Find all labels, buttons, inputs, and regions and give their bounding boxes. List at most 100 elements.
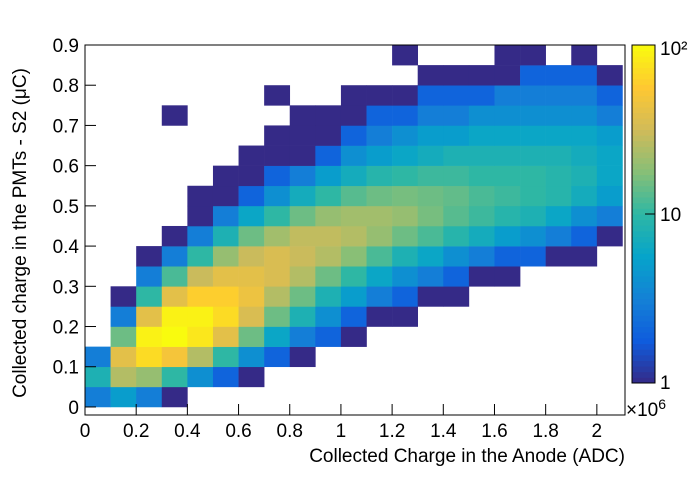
y-tick-label: 0.7 xyxy=(53,116,79,137)
heatmap-cell xyxy=(187,366,214,388)
colorbar-segment xyxy=(632,129,655,136)
heatmap-cell xyxy=(494,205,521,227)
heatmap-cell xyxy=(340,105,367,126)
heatmap-cell xyxy=(366,85,393,106)
heatmap-cell xyxy=(289,306,316,327)
heatmap-cell xyxy=(110,366,137,388)
heatmap-cell xyxy=(520,85,546,106)
x-tick-label: 1.4 xyxy=(430,421,457,442)
heatmap-cell xyxy=(340,225,367,247)
heatmap-cell xyxy=(443,286,470,307)
heatmap-cell xyxy=(366,105,393,126)
heatmap-cell xyxy=(238,165,265,187)
heatmap-cell xyxy=(392,246,419,267)
heatmap-cell xyxy=(520,65,546,86)
colorbar-segment xyxy=(632,360,655,367)
heatmap-cell xyxy=(238,366,265,388)
heatmap-cell xyxy=(417,105,444,126)
heatmap-cell xyxy=(238,286,265,307)
heatmap-cell xyxy=(187,306,214,327)
heatmap-cell xyxy=(212,266,239,287)
heatmap-cell xyxy=(136,246,163,267)
heatmap-cell xyxy=(468,225,495,247)
heatmap-cell xyxy=(289,286,316,307)
heatmap-cell xyxy=(392,286,419,307)
heatmap-cell xyxy=(468,205,495,227)
heatmap-cell xyxy=(366,306,393,327)
colorbar-segment xyxy=(632,225,655,232)
heatmap-cell xyxy=(468,266,495,287)
heatmap-cell xyxy=(315,286,342,307)
heatmap-cell xyxy=(392,105,419,126)
heatmap-cell xyxy=(161,346,188,368)
heatmap-cell xyxy=(596,165,623,187)
y-tick-label: 0.4 xyxy=(53,237,80,258)
colorbar-segment xyxy=(632,354,655,361)
heatmap-cell xyxy=(443,205,470,227)
heatmap-cell xyxy=(494,145,521,166)
colorbar-segment xyxy=(632,56,655,63)
heatmap-cell xyxy=(443,65,470,86)
heatmap-cell xyxy=(366,266,393,287)
x-multiplier-exponent: 6 xyxy=(658,396,666,412)
heatmap-cell xyxy=(136,366,163,388)
colorbar-segment xyxy=(632,197,655,204)
heatmap-cell xyxy=(161,306,188,327)
colorbar-segment xyxy=(632,78,655,85)
heatmap-cell xyxy=(443,246,470,267)
colorbar-segment xyxy=(632,366,655,373)
x-tick-label: 0.6 xyxy=(225,421,251,442)
colorbar-segment xyxy=(632,73,655,80)
heatmap-cell xyxy=(187,185,214,207)
colorbar-segment xyxy=(632,208,655,215)
heatmap-cell xyxy=(494,85,521,106)
heatmap-cell xyxy=(264,286,291,307)
heatmap-cell xyxy=(340,85,367,106)
x-tick-label: 0.2 xyxy=(123,421,149,442)
x-axis-title: Collected Charge in the Anode (ADC) xyxy=(309,446,625,467)
heatmap-cell xyxy=(85,366,111,388)
heatmap-cell xyxy=(136,266,163,287)
heatmap-cell xyxy=(545,205,572,227)
heatmap-cell xyxy=(417,205,444,227)
heatmap-cell xyxy=(545,225,572,247)
heatmap-cell xyxy=(468,125,495,146)
colorbar-segment xyxy=(632,152,655,159)
heatmap-cell xyxy=(161,326,188,347)
heatmap-cell xyxy=(315,145,342,166)
heatmap-cell xyxy=(187,266,214,287)
heatmap-cell xyxy=(468,65,495,86)
colorbar-segment xyxy=(632,140,655,147)
heatmap-cell xyxy=(494,185,521,207)
heatmap-cell xyxy=(315,246,342,267)
heatmap-cell xyxy=(340,145,367,166)
heatmap-cell xyxy=(392,225,419,247)
heatmap-cell xyxy=(443,225,470,247)
heatmap-cell xyxy=(187,286,214,307)
heatmap-cell xyxy=(468,185,495,207)
colorbar-segment xyxy=(632,259,655,266)
heatmap-cell xyxy=(315,165,342,187)
heatmap-cell xyxy=(238,205,265,227)
heatmap-cell xyxy=(110,306,137,327)
heatmap-cell xyxy=(417,185,444,207)
heatmap-cell xyxy=(366,165,393,187)
heatmap-cell xyxy=(212,326,239,347)
heatmap-cell xyxy=(494,65,521,86)
heatmap-cell xyxy=(289,205,316,227)
heatmap-cell xyxy=(110,346,137,368)
heatmap-cell xyxy=(264,85,291,106)
heatmap-cell xyxy=(340,205,367,227)
heatmap-cell xyxy=(392,306,419,327)
colorbar-segment xyxy=(632,50,655,57)
heatmap-cell xyxy=(161,286,188,307)
heatmap-cell xyxy=(212,346,239,368)
colorbar-segment xyxy=(632,242,655,249)
heatmap-cell xyxy=(161,225,188,247)
heatmap-cell xyxy=(212,205,239,227)
colorbar-segment xyxy=(632,309,655,316)
heatmap-cell xyxy=(545,246,572,267)
heatmap-cell xyxy=(212,306,239,327)
heatmap-cell xyxy=(366,286,393,307)
heatmap-cell xyxy=(417,225,444,247)
